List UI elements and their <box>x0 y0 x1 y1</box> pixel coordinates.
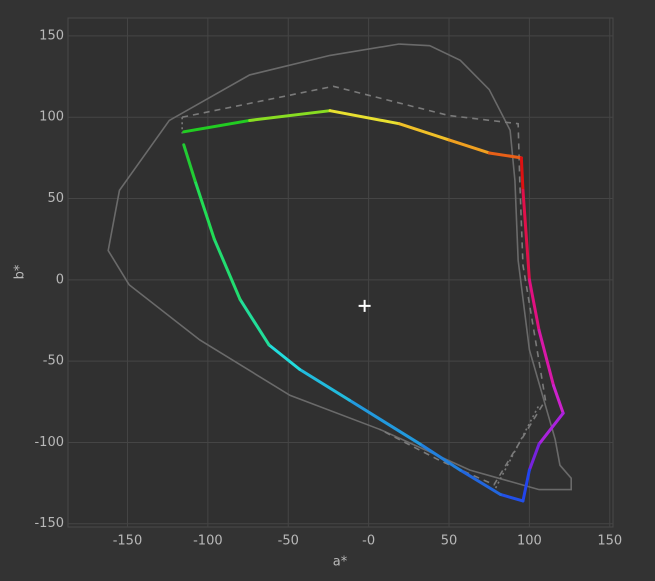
x-tick-label: 150 <box>597 534 622 549</box>
x-tick-label: -100 <box>193 534 223 549</box>
x-tick-label: -0 <box>362 534 375 549</box>
y-tick-label: -50 <box>43 354 64 369</box>
gamut-segment <box>212 237 242 301</box>
gamut-segment <box>521 188 531 282</box>
gamut-segment <box>347 398 422 446</box>
gamut-segment <box>182 143 197 183</box>
y-tick-label: -150 <box>34 516 64 531</box>
x-axis-label: a* <box>333 555 348 570</box>
y-tick-label: -100 <box>34 435 64 450</box>
y-tick-label: 150 <box>39 28 64 43</box>
gamut-segment <box>537 328 556 388</box>
gamut-segment <box>447 138 491 155</box>
gamut-segment <box>537 411 565 446</box>
gamut-segment <box>527 442 541 472</box>
boundary-line <box>107 43 573 491</box>
gamut-segment <box>487 151 523 160</box>
gamut-segment <box>397 122 451 142</box>
gamut-segment <box>498 492 525 503</box>
gamut-segment <box>193 179 216 241</box>
y-tick-label: 0 <box>56 272 64 287</box>
y-axis-label: b* <box>13 264 28 279</box>
gamut-segment <box>248 109 332 122</box>
x-tick-label: -50 <box>278 534 299 549</box>
gamut-segment <box>527 278 541 332</box>
y-tick-label: 50 <box>47 191 64 206</box>
gamut-segment <box>519 156 525 192</box>
gamut-segment <box>238 297 271 347</box>
y-tick-label: 100 <box>39 110 64 125</box>
gamut-segment <box>552 384 565 415</box>
gamut-segment <box>418 442 462 472</box>
x-tick-label: 100 <box>517 534 542 549</box>
x-tick-label: -150 <box>113 534 143 549</box>
plot-area <box>67 17 614 528</box>
gamut-segment <box>521 468 531 503</box>
gamut-segment <box>182 118 252 134</box>
boundary-line <box>181 117 540 489</box>
gamut-segment <box>458 468 502 496</box>
gamut-segment <box>267 343 302 371</box>
white-point <box>358 299 371 312</box>
boundary-line <box>181 85 547 486</box>
x-tick-label: 50 <box>441 534 458 549</box>
gamut-segment <box>298 367 351 402</box>
gamut-segment <box>328 109 401 126</box>
